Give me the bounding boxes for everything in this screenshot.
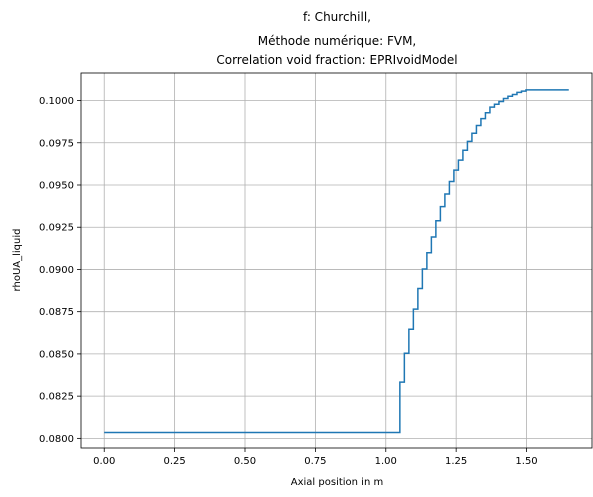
- grid: [81, 73, 592, 448]
- x-tick-label: 0.25: [163, 456, 185, 467]
- chart-title-line-3: Correlation void fraction: EPRIvoidModel: [216, 53, 457, 67]
- y-tick-label: 0.1000: [39, 96, 74, 107]
- y-tick-label: 0.0925: [39, 223, 74, 234]
- y-tick-label: 0.0825: [39, 392, 74, 403]
- series-layer: [104, 89, 569, 434]
- plot-frame: [80, 72, 593, 449]
- x-tick-label: 0.50: [234, 456, 256, 467]
- series-line: [104, 89, 569, 434]
- y-tick-label: 0.0950: [39, 180, 74, 191]
- x-axis-label: Axial position in m: [291, 477, 383, 488]
- x-tick-label: 0.75: [304, 456, 326, 467]
- chart-title-line-1: f: Churchill,: [303, 10, 371, 24]
- y-axis-label: rhoUA_liquid: [12, 229, 23, 292]
- x-tick-label: 1.00: [375, 456, 397, 467]
- y-tick-label: 0.0900: [39, 265, 74, 276]
- x-tick-label: 0.00: [93, 456, 115, 467]
- y-tick-label: 0.0975: [39, 138, 74, 149]
- x-tick-label: 1.50: [515, 456, 537, 467]
- y-tick-label: 0.0875: [39, 307, 74, 318]
- chart-title-line-2: Méthode numérique: FVM,: [258, 34, 417, 48]
- y-axis-ticks: 0.0800 0.0825 0.0850 0.0875 0.0900 0.0925 0.09…: [39, 96, 81, 445]
- x-tick-label: 1.25: [445, 456, 467, 467]
- y-tick-label: 0.0850: [39, 349, 74, 360]
- x-axis-ticks: 0.00 0.25 0.50 0.75 1.00 1.25 1.50: [93, 448, 538, 467]
- y-tick-label: 0.0800: [39, 434, 74, 445]
